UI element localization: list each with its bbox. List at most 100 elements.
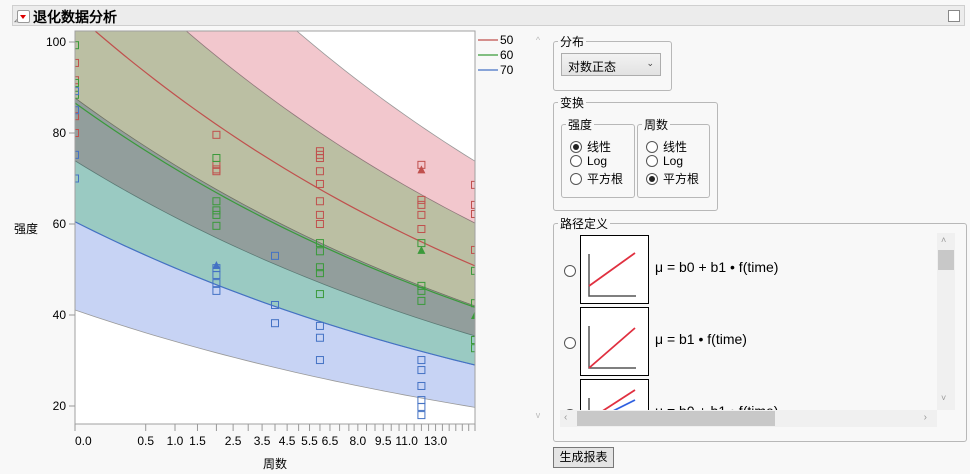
transform-label: 变换 bbox=[560, 96, 585, 110]
radio-button-icon[interactable] bbox=[646, 155, 658, 167]
data-point-50 bbox=[471, 209, 475, 218]
data-point-50 bbox=[471, 200, 475, 209]
data-point-60 bbox=[471, 336, 475, 345]
generate-report-button[interactable]: 生成报表 bbox=[553, 447, 614, 468]
distribution-selected: 对数正态 bbox=[568, 60, 617, 74]
radio-button-icon[interactable] bbox=[570, 172, 582, 185]
radio-label: 线性 bbox=[587, 140, 612, 154]
path-thumbnail-1 bbox=[580, 307, 649, 376]
data-point-70 bbox=[315, 321, 324, 330]
path-option-radio-0[interactable] bbox=[564, 265, 576, 277]
data-point-60 bbox=[212, 210, 221, 219]
distribution-dropdown[interactable]: 对数正态 ⌄ bbox=[561, 53, 661, 76]
x-transform-group: 周数 bbox=[637, 116, 710, 198]
x-transform-label: 周数 bbox=[644, 118, 669, 132]
radio-button-icon[interactable] bbox=[570, 155, 582, 167]
data-point-70 bbox=[75, 150, 79, 159]
distribution-group: 分布 bbox=[553, 33, 672, 91]
scroll-down-icon[interactable]: v bbox=[536, 410, 540, 420]
vertical-scroll-thumb[interactable] bbox=[938, 250, 954, 270]
x-tick-label: 2.5 bbox=[225, 434, 242, 448]
horizontal-scroll-thumb[interactable] bbox=[577, 411, 775, 426]
x-axis-label: 周数 bbox=[263, 456, 287, 471]
y-tick-label: 100 bbox=[46, 35, 66, 49]
x-tick-label: 4.5 bbox=[279, 434, 296, 448]
scroll-up-icon[interactable]: ^ bbox=[536, 35, 540, 45]
data-point-60 bbox=[315, 263, 324, 272]
data-point-50 bbox=[315, 210, 324, 219]
path-shape-icon bbox=[588, 252, 636, 297]
path-definition-list: μ = b0 + b1 • f(time)μ = b1 • f(time)μ =… bbox=[560, 233, 955, 427]
data-point-50 bbox=[417, 195, 426, 204]
data-point-60 bbox=[417, 286, 426, 295]
data-point-50 bbox=[471, 245, 475, 254]
data-point-60 bbox=[417, 296, 426, 305]
data-point-70 bbox=[271, 319, 279, 328]
data-point-60 bbox=[315, 239, 324, 248]
x-tick-label: 5.5 bbox=[301, 434, 318, 448]
data-point-60 bbox=[315, 247, 324, 256]
x-tick-label: 0.5 bbox=[137, 434, 154, 448]
x-tick-label: 1.5 bbox=[189, 434, 206, 448]
data-point-50 bbox=[75, 129, 79, 137]
data-point-70 bbox=[315, 333, 324, 342]
data-point-50 bbox=[315, 197, 324, 206]
data-point-50 bbox=[471, 180, 475, 189]
data-point-70 bbox=[417, 402, 426, 411]
data-point-70 bbox=[417, 381, 426, 390]
y-transform-group: 强度 bbox=[561, 116, 635, 198]
vertical-scrollbar[interactable]: ˄ ˅ bbox=[937, 233, 955, 410]
chevron-down-icon: ⌄ bbox=[646, 58, 654, 68]
x-tick-label: 13.0 bbox=[424, 434, 448, 448]
path-shape-icon bbox=[588, 326, 636, 369]
data-point-60 bbox=[471, 266, 475, 275]
data-point-70 bbox=[271, 251, 279, 260]
radio-label: 平方根 bbox=[663, 172, 700, 186]
radio-x-group-2[interactable]: 平方根 bbox=[646, 170, 699, 187]
data-point-70 bbox=[75, 106, 79, 115]
horizontal-scrollbar[interactable]: ‹ › bbox=[560, 410, 937, 427]
radio-button-icon[interactable] bbox=[570, 140, 582, 153]
radio-button-icon[interactable] bbox=[646, 140, 658, 153]
scroll-down-icon[interactable]: ˅ bbox=[941, 393, 947, 403]
scroll-up-icon[interactable]: ˄ bbox=[941, 235, 947, 245]
y-tick-label: 40 bbox=[53, 308, 67, 322]
data-point-60 bbox=[471, 299, 475, 308]
radio-y-group-2[interactable]: 平方根 bbox=[570, 170, 623, 187]
restore-window-icon[interactable] bbox=[948, 10, 960, 22]
y-transform-label: 强度 bbox=[568, 118, 593, 132]
radio-label: Log bbox=[587, 154, 608, 168]
scroll-right-icon[interactable]: › bbox=[923, 412, 927, 423]
path-definition-group: 路径定义 bbox=[553, 215, 967, 442]
data-point-50 bbox=[315, 220, 324, 228]
radio-button-icon[interactable] bbox=[646, 172, 658, 185]
data-point-60 bbox=[315, 269, 324, 278]
scroll-left-icon[interactable]: ‹ bbox=[564, 412, 568, 423]
mean-marker-60 bbox=[471, 311, 475, 319]
data-point-60 bbox=[315, 290, 324, 299]
radio-y-group-1[interactable]: Log bbox=[570, 154, 607, 168]
mean-marker-70 bbox=[212, 260, 221, 269]
data-point-50 bbox=[417, 225, 426, 234]
path-formula-1: μ = b1 • f(time) bbox=[655, 331, 747, 347]
data-point-60 bbox=[75, 41, 79, 50]
radio-x-group-0[interactable]: 线性 bbox=[646, 138, 687, 155]
radio-y-group-0[interactable]: 线性 bbox=[570, 138, 611, 155]
data-point-70 bbox=[271, 300, 279, 309]
legend-label-70: 70 bbox=[500, 63, 514, 77]
transform-group: 变换 bbox=[553, 94, 718, 211]
degradation-chart: 0.0 0.5 1.0 1.5 2.5 3.5 4.5 5.5 6.5 8.0 9.5 11.0 13.… bbox=[14, 30, 540, 471]
data-point-60 bbox=[75, 78, 79, 87]
report-title: 退化数据分析 bbox=[33, 9, 117, 25]
path-option-radio-1[interactable] bbox=[564, 337, 576, 349]
x-tick-label: 0.0 bbox=[75, 434, 92, 448]
radio-x-group-1[interactable]: Log bbox=[646, 154, 683, 168]
data-point-60 bbox=[471, 344, 475, 353]
radio-label: 线性 bbox=[663, 140, 688, 154]
red-triangle-menu-icon[interactable] bbox=[17, 10, 30, 23]
data-point-60 bbox=[212, 197, 221, 206]
y-tick-label: 20 bbox=[53, 399, 67, 413]
median-line-60 bbox=[75, 102, 475, 308]
path-formula-0: μ = b0 + b1 • f(time) bbox=[655, 259, 779, 275]
data-point-60 bbox=[212, 154, 221, 163]
